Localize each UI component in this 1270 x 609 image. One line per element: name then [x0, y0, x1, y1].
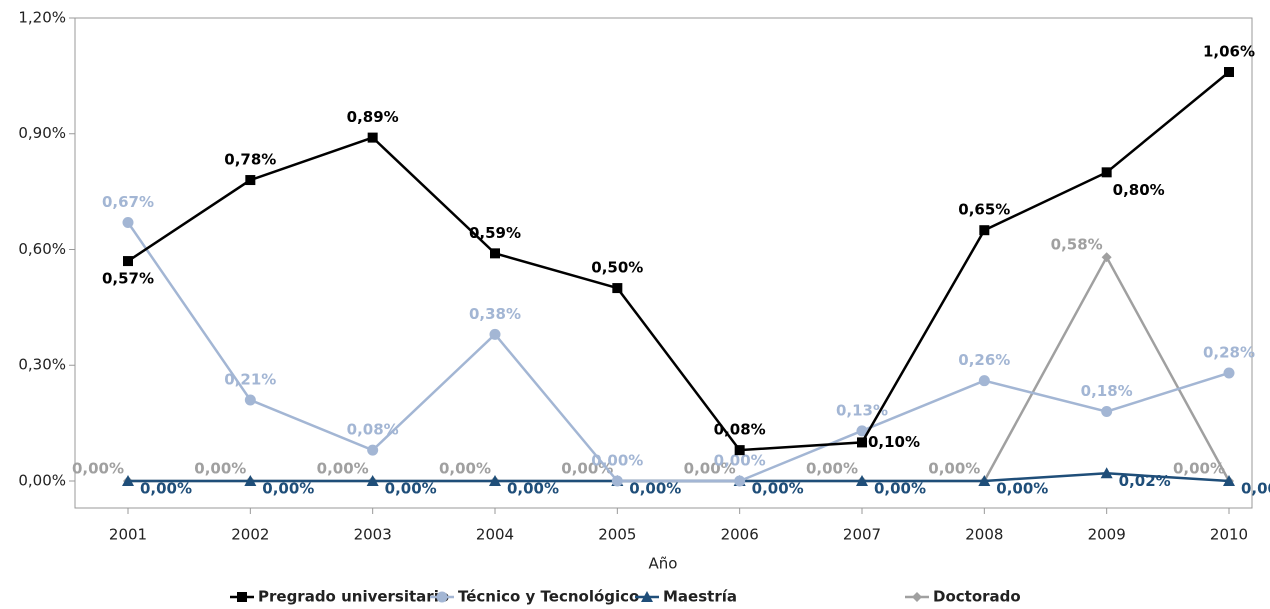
- data-point: [856, 425, 868, 437]
- value-label: 0,10%: [868, 433, 920, 451]
- value-label: 0,00%: [591, 451, 643, 469]
- data-point: [489, 474, 501, 486]
- value-label: 0,00%: [140, 479, 192, 497]
- y-tick-label: 0,00%: [18, 471, 66, 489]
- value-label: 0,50%: [591, 259, 643, 277]
- data-point: [734, 445, 745, 456]
- data-point: [122, 474, 134, 486]
- x-tick-label: 2010: [1210, 526, 1248, 544]
- x-tick-label: 2006: [721, 526, 759, 544]
- legend-marker: [237, 592, 247, 602]
- series-line: [126, 221, 1230, 483]
- value-label: 0,80%: [1113, 181, 1165, 199]
- x-tick-label: 2004: [476, 526, 514, 544]
- value-label: 0,00%: [194, 459, 246, 477]
- data-point: [1101, 167, 1112, 178]
- value-label: 0,00%: [928, 459, 980, 477]
- value-label: 0,00%: [561, 459, 613, 477]
- value-label: 0,00%: [996, 479, 1048, 497]
- value-label: 0,00%: [507, 479, 559, 497]
- data-point: [978, 474, 991, 486]
- y-tick-label: 1,20%: [18, 9, 66, 27]
- value-label: 0,65%: [958, 201, 1010, 219]
- data-point: [1224, 67, 1234, 78]
- x-tick-label: 2009: [1088, 526, 1126, 544]
- x-tick-label: 2002: [231, 526, 269, 544]
- y-tick-label: 0,90%: [18, 124, 66, 142]
- data-point: [612, 283, 623, 294]
- value-label: 0,58%: [1051, 236, 1103, 254]
- legend-marker: [436, 591, 448, 603]
- data-point: [1223, 474, 1235, 486]
- data-point: [244, 394, 256, 406]
- value-label: 0,00%: [1173, 459, 1225, 477]
- x-tick-label: 2007: [843, 526, 881, 544]
- value-label: 0,57%: [102, 270, 154, 288]
- value-label: 0,78%: [224, 151, 276, 169]
- value-label: 0,89%: [347, 108, 399, 126]
- value-label: 1,06%: [1203, 43, 1255, 61]
- value-label: 0,00%: [684, 459, 736, 477]
- value-label: 0,26%: [958, 351, 1010, 369]
- x-tick-label: 2008: [965, 526, 1003, 544]
- legend-label: Maestría: [663, 588, 737, 606]
- value-label: 0,00%: [1241, 479, 1270, 497]
- data-point: [122, 216, 134, 228]
- legend-label: Técnico y Tecnológico: [458, 588, 639, 606]
- value-label: 0,67%: [102, 193, 154, 211]
- value-label: 0,00%: [629, 479, 681, 497]
- value-label: 0,00%: [752, 479, 804, 497]
- data-point: [611, 475, 623, 487]
- value-label: 0,00%: [72, 459, 124, 477]
- value-label: 0,02%: [1119, 472, 1171, 490]
- data-point: [1223, 367, 1235, 379]
- value-label: 0,00%: [317, 459, 369, 477]
- value-label: 0,00%: [714, 451, 766, 469]
- value-label: 0,00%: [806, 459, 858, 477]
- value-label: 0,00%: [262, 479, 314, 497]
- value-label: 0,08%: [347, 421, 399, 439]
- data-point: [1100, 467, 1113, 479]
- data-point: [1101, 406, 1113, 418]
- value-label: 0,28%: [1203, 343, 1255, 361]
- data-point: [367, 444, 379, 456]
- value-label: 0,18%: [1081, 382, 1133, 400]
- data-point: [978, 375, 990, 387]
- data-point: [490, 248, 500, 259]
- value-label: 0,00%: [439, 459, 491, 477]
- x-axis-label: Año: [649, 555, 678, 573]
- legend-label: Pregrado universitario: [258, 588, 449, 606]
- value-label: 0,00%: [385, 479, 437, 497]
- y-tick-label: 0,30%: [18, 356, 66, 374]
- value-label: 0,21%: [224, 370, 276, 388]
- x-tick-label: 2003: [354, 526, 392, 544]
- x-tick-label: 2005: [598, 526, 636, 544]
- value-label: 0,59%: [469, 224, 521, 242]
- data-point: [857, 437, 867, 448]
- x-tick-label: 2001: [109, 526, 147, 544]
- data-point: [123, 256, 133, 267]
- series-line: [127, 71, 1230, 452]
- data-point: [856, 474, 868, 486]
- data-point: [489, 328, 501, 340]
- value-label: 0,00%: [874, 479, 926, 497]
- data-point: [245, 175, 256, 186]
- data-point: [979, 225, 990, 236]
- data-point: [244, 474, 257, 486]
- value-label: 0,08%: [714, 421, 766, 439]
- legend-marker: [641, 591, 653, 602]
- y-tick-label: 0,60%: [18, 240, 66, 258]
- data-point: [734, 475, 746, 487]
- plot-frame: [74, 17, 1253, 509]
- legend-marker: [912, 592, 922, 602]
- value-label: 0,13%: [836, 401, 888, 419]
- legend-label: Doctorado: [933, 588, 1021, 606]
- data-point: [1101, 252, 1112, 263]
- data-point: [367, 132, 378, 143]
- data-point: [366, 474, 379, 486]
- value-label: 0,38%: [469, 305, 521, 323]
